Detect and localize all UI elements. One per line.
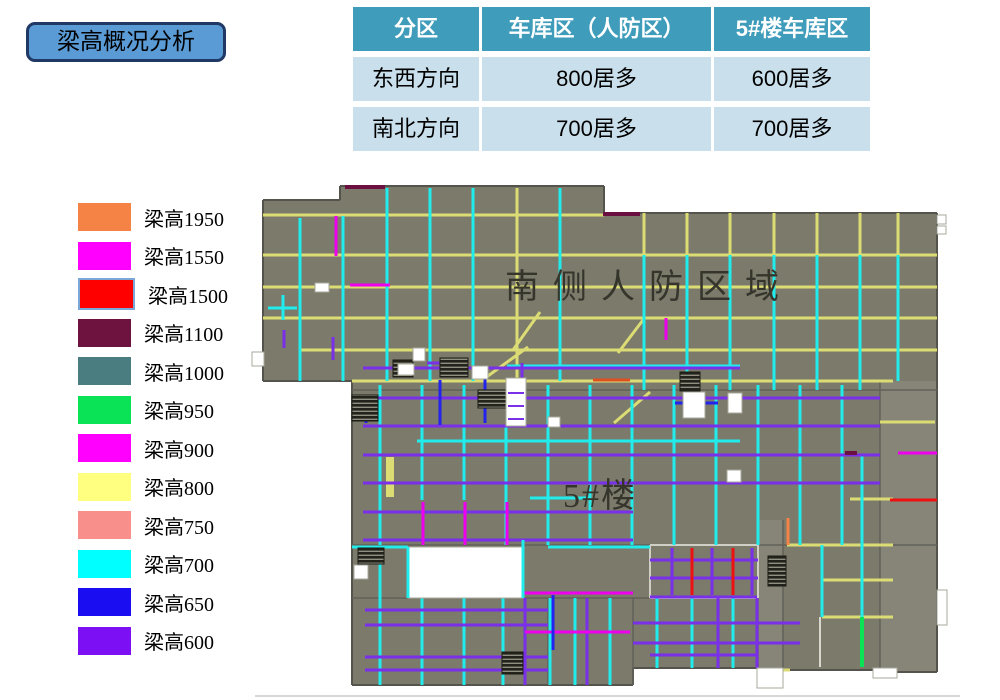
table-cell-ns-garage: 700居多 bbox=[482, 107, 711, 151]
legend-item-1100: 梁高1100 bbox=[78, 318, 228, 347]
legend-item-1550: 梁高1550 bbox=[78, 241, 228, 270]
color-swatch bbox=[78, 549, 131, 578]
table-cell-ns-label: 南北方向 bbox=[353, 107, 479, 151]
color-swatch bbox=[78, 203, 131, 231]
color-swatch bbox=[78, 241, 131, 270]
table-cell-ew-bldg5: 600居多 bbox=[714, 57, 870, 101]
color-swatch bbox=[78, 626, 131, 655]
table-cell-ns-bldg5: 700居多 bbox=[714, 107, 870, 151]
color-swatch bbox=[78, 278, 135, 310]
beam-summary-table: 分区 车库区（人防区） 5#楼车库区 东西方向 800居多 600居多 南北方向… bbox=[353, 7, 870, 151]
legend-item-750: 梁高750 bbox=[78, 511, 228, 539]
table-header-zone: 分区 bbox=[353, 7, 479, 51]
color-swatch bbox=[78, 472, 131, 501]
page-title: 梁高概况分析 bbox=[26, 22, 226, 62]
table-header-bldg5-garage: 5#楼车库区 bbox=[714, 7, 870, 51]
color-swatch bbox=[78, 395, 131, 424]
legend-item-1500: 梁高1500 bbox=[78, 278, 228, 310]
svg-text:5#楼: 5#楼 bbox=[563, 477, 637, 515]
color-swatch bbox=[78, 511, 131, 539]
legend-item-700: 梁高700 bbox=[78, 549, 228, 578]
beam-height-legend: 梁高1950 梁高1550 梁高1500 梁高1100 梁高1000 梁高950… bbox=[78, 203, 228, 655]
table-header-garage-civil-defense: 车库区（人防区） bbox=[482, 7, 711, 51]
legend-item-650: 梁高650 bbox=[78, 588, 228, 616]
color-swatch bbox=[78, 588, 131, 616]
table-cell-ew-label: 东西方向 bbox=[353, 57, 479, 101]
legend-item-600: 梁高600 bbox=[78, 626, 228, 655]
legend-item-800: 梁高800 bbox=[78, 472, 228, 501]
legend-item-1950: 梁高1950 bbox=[78, 203, 228, 231]
color-swatch bbox=[78, 434, 131, 462]
color-swatch bbox=[78, 357, 131, 385]
legend-item-900: 梁高900 bbox=[78, 434, 228, 462]
legend-item-1000: 梁高1000 bbox=[78, 357, 228, 385]
table-cell-ew-garage: 800居多 bbox=[482, 57, 711, 101]
color-swatch bbox=[78, 318, 131, 347]
legend-item-950: 梁高950 bbox=[78, 395, 228, 424]
svg-text:南侧人防区域: 南侧人防区域 bbox=[505, 268, 793, 306]
